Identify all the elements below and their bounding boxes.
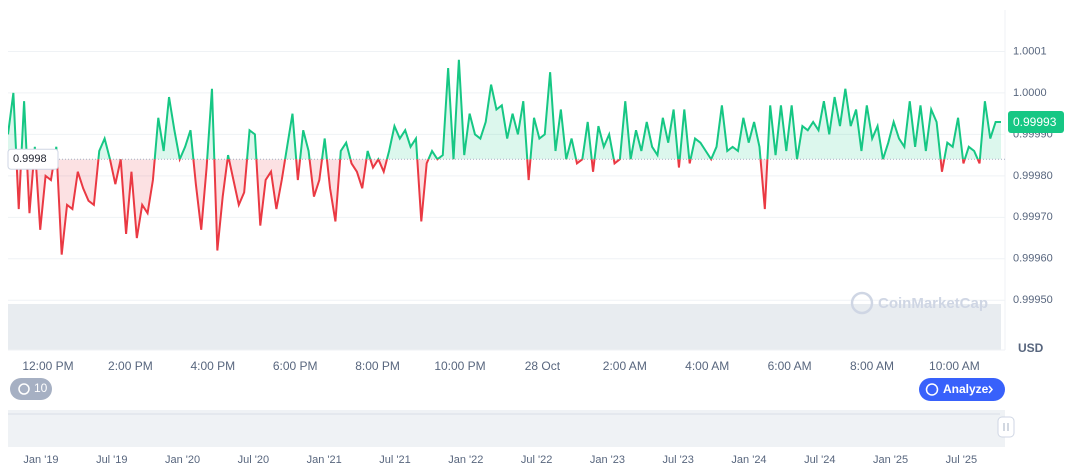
y-tick-label: 0.99950 — [1013, 294, 1053, 306]
analyze-button-text[interactable]: Analyze — [943, 382, 989, 396]
navigator-label: Jul '20 — [238, 454, 269, 466]
x-tick-label: 8:00 AM — [850, 359, 894, 373]
area-up — [8, 59, 1001, 160]
y-tick-label: 1.0001 — [1013, 45, 1047, 57]
watermark: CoinMarketCap — [850, 291, 988, 315]
baseline-label-box — [7, 148, 59, 170]
y-tick-label: 0.99970 — [1013, 211, 1053, 223]
x-tick-label: 6:00 PM — [273, 359, 318, 373]
history-button-text[interactable]: 10 — [34, 381, 48, 395]
navigator-label: Jan '23 — [590, 454, 625, 466]
x-tick-label: 28 Oct — [525, 359, 561, 373]
price-line-up — [8, 59, 1001, 160]
y-tick-label: 0.99960 — [1013, 253, 1053, 265]
x-tick-label: 10:00 AM — [929, 359, 980, 373]
x-tick-label: 8:00 PM — [355, 359, 400, 373]
navigator[interactable] — [8, 410, 1015, 447]
x-tick-label: 2:00 AM — [603, 359, 647, 373]
navigator-label: Jan '22 — [448, 454, 483, 466]
navigator-label: Jul '21 — [379, 454, 410, 466]
x-tick-label: 10:00 PM — [434, 359, 485, 373]
history-button[interactable]: 10 — [10, 378, 52, 400]
x-tick-label: 2:00 PM — [108, 359, 153, 373]
navigator-label: Jan '24 — [731, 454, 766, 466]
y-tick-label: 0.99980 — [1013, 170, 1053, 182]
navigator-label: Jan '25 — [873, 454, 908, 466]
navigator-label: Jul '23 — [662, 454, 693, 466]
current-price-box — [1008, 110, 1064, 133]
baseline-label: 0.9998 — [13, 153, 47, 165]
navigator-label: Jan '21 — [307, 454, 342, 466]
navigator-label: Jul '19 — [96, 454, 127, 466]
x-tick-label: 4:00 AM — [685, 359, 729, 373]
navigator-label: Jul '24 — [804, 454, 835, 466]
navigator-label: Jul '25 — [946, 454, 977, 466]
navigator-label: Jan '20 — [165, 454, 200, 466]
currency-label: USD — [1018, 341, 1044, 355]
x-tick-label: 12:00 PM — [22, 359, 73, 373]
navigator-label: Jul '22 — [521, 454, 552, 466]
x-tick-label: 4:00 PM — [190, 359, 235, 373]
current-price-label: 0.99993 — [1013, 115, 1057, 129]
watermark-text: CoinMarketCap — [878, 295, 988, 312]
navigator-label: Jan '19 — [23, 454, 58, 466]
volume-area — [8, 304, 1001, 350]
y-tick-label: 1.0000 — [1013, 87, 1047, 99]
x-tick-label: 6:00 AM — [768, 359, 812, 373]
analyze-button[interactable]: Analyze — [919, 378, 1005, 401]
